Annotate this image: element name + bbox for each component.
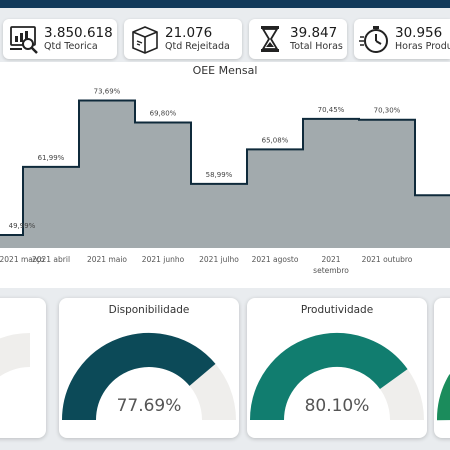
gauge-card-partial-right: [434, 298, 450, 438]
oee-mensal-chart[interactable]: 49,99% 2021 março 61,99% 2021 abril 73,69% 20…: [0, 78, 450, 288]
gauge-title: Produtividade: [300, 304, 374, 316]
kpi-value: 39.847: [290, 24, 338, 41]
chart-tick-label: 2021 outubro: [362, 255, 413, 264]
kpi-card-horas-produzidas[interactable]: 30.956 Horas Produ: [354, 19, 450, 59]
chart-tick-label: 2021 maio: [87, 255, 127, 264]
stopwatch-icon: [359, 26, 388, 53]
gauge-title: Disponibilidade: [108, 304, 190, 316]
kpi-value: 21.076: [165, 24, 213, 41]
chart-title: OEE Mensal: [192, 64, 258, 77]
analytics-icon: [10, 26, 38, 54]
chart-tick-label: 2021 junho: [142, 255, 185, 264]
gauge-card-produtividade[interactable]: Produtividade: [247, 298, 427, 438]
kpi-label: Qtd Rejeitada: [165, 40, 230, 52]
kpi-label: Horas Produ: [395, 40, 450, 52]
chart-data-label: 65,08%: [262, 136, 289, 144]
kpi-label: Total Horas: [290, 40, 343, 52]
chart-data-label: 61,99%: [38, 154, 65, 162]
kpi-card-total-horas[interactable]: 39.847 Total Horas: [249, 19, 347, 59]
chart-tick-label: 2021: [321, 255, 340, 264]
chart-data-label: 49,99%: [9, 222, 36, 230]
kpi-label: Qtd Teorica: [44, 40, 98, 52]
chart-data-label: 70,30%: [374, 107, 401, 115]
chart-tick-label: 2021 julho: [199, 255, 239, 264]
hourglass-icon: [261, 26, 279, 52]
chart-tick-label: 2021 agosto: [252, 255, 299, 264]
chart-data-label: 70,45%: [318, 106, 345, 114]
top-bar: [0, 0, 450, 8]
gauge-value-produtividade: 80.10%: [304, 396, 370, 416]
gauge-card-partial: [0, 298, 46, 438]
gauge-fill: [62, 333, 216, 421]
kpi-value: 30.956: [395, 24, 443, 41]
gauge-card-disponibilidade[interactable]: Disponibilidade: [59, 298, 239, 438]
chart-tick-label: 2021 abril: [32, 255, 70, 264]
gauge-track-partial: [0, 333, 31, 377]
chart-data-label: 69,80%: [150, 110, 177, 118]
gauge-fill: [250, 333, 408, 421]
chart-step-line: [0, 99, 450, 237]
chart-data-label: 58,99%: [206, 171, 233, 179]
chart-tick-label: 2021 março: [0, 255, 45, 264]
chart-tick-label: setembro: [313, 266, 349, 275]
kpi-card-qtd-teorica[interactable]: 3.850.618 Qtd Teorica: [3, 19, 117, 59]
kpi-value: 3.850.618: [44, 24, 113, 41]
chart-area: [0, 100, 450, 248]
kpi-card-qtd-rejeitada[interactable]: 21.076 Qtd Rejeitada: [124, 19, 242, 59]
box-icon: [132, 26, 158, 54]
chart-data-label: 73,69%: [94, 87, 121, 95]
gauge-value-disponibilidade: 77.69%: [116, 396, 182, 416]
